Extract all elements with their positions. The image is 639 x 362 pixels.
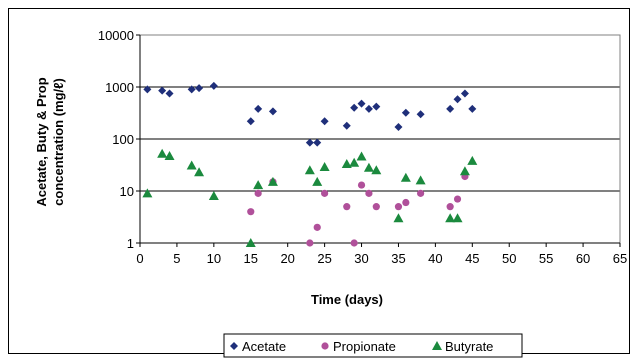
x-tick-label: 40 [428, 251, 442, 266]
propionate-point [321, 189, 329, 197]
acetate-point [460, 89, 469, 98]
propionate-point [402, 198, 410, 207]
butyrate-point [349, 157, 360, 167]
x-tick-label: 25 [317, 251, 331, 266]
butyrate-point [452, 213, 463, 223]
legend: Acetate Propionate Butyrate [223, 333, 523, 358]
y-tick-labels: 1 10 100 1000 10000 [98, 28, 134, 251]
butyrate-point [341, 159, 352, 169]
x-tick-label: 60 [576, 251, 590, 266]
gridlines [140, 34, 620, 244]
propionate-point [453, 195, 462, 203]
butyrate-point [208, 191, 219, 201]
butyrate-point [319, 161, 330, 171]
propionate-point [357, 181, 366, 189]
butyrate-point [445, 213, 456, 223]
data-points [142, 81, 478, 247]
acetate-point [446, 104, 455, 113]
acetate-point [187, 85, 196, 94]
x-tick-label: 20 [280, 251, 294, 266]
x-tick-label: 0 [136, 251, 143, 266]
acetate-point [394, 123, 403, 132]
y-tick-label: 1000 [105, 80, 134, 95]
propionate-point [254, 189, 262, 197]
acetate-point [313, 138, 322, 147]
y-axis-label-line-2: concentration (mg/ℓ) [51, 78, 66, 206]
y-tick-label: 100 [112, 132, 134, 147]
butyrate-point [304, 165, 315, 175]
y-tick-label: 10000 [98, 28, 134, 43]
acetate-point [305, 138, 314, 147]
legend-marker-propionate [321, 342, 329, 350]
acetate-point [320, 117, 329, 126]
acetate-point [401, 108, 410, 117]
butyrate-point [194, 167, 205, 177]
legend-label-propionate: Propionate [333, 339, 396, 354]
y-axis-label-line-1: Acetate, Buty & Prop [34, 77, 49, 206]
propionate-point [313, 223, 321, 231]
axes [136, 34, 621, 247]
acetate-point [372, 102, 381, 111]
x-tick-label: 35 [391, 251, 405, 266]
x-tick-label: 5 [173, 251, 180, 266]
propionate-point [372, 203, 380, 211]
x-tick-label: 50 [502, 251, 516, 266]
butyrate-point [164, 151, 175, 161]
legend-label-butyrate: Butyrate [445, 339, 493, 354]
legend-label-acetate: Acetate [242, 339, 286, 354]
acetate-point [246, 117, 255, 126]
acetate-point [254, 104, 263, 113]
acetate-point [165, 89, 174, 98]
propionate-point [417, 189, 425, 197]
x-tick-label: 55 [539, 251, 553, 266]
acetate-point [268, 107, 277, 116]
y-tick-label: 10 [120, 184, 134, 199]
butyrate-point [253, 180, 264, 190]
propionate-point [306, 239, 314, 247]
acetate-point [416, 110, 425, 119]
propionate-point [247, 208, 255, 216]
butyrate-point [400, 172, 411, 182]
acetate-point [468, 104, 477, 113]
x-tick-label: 30 [354, 251, 368, 266]
butyrate-point [312, 176, 323, 186]
butyrate-point [415, 175, 426, 185]
acetate-point [453, 95, 462, 104]
butyrate-point [267, 176, 278, 186]
x-tick-label: 15 [244, 251, 258, 266]
legend-box [223, 333, 523, 358]
x-tick-label: 65 [613, 251, 627, 266]
acetate-point [364, 104, 373, 113]
acetate-point [143, 85, 152, 94]
y-tick-label: 1 [127, 236, 134, 251]
acetate-point [195, 84, 204, 93]
propionate-point [350, 239, 358, 247]
butyrate-point [157, 148, 168, 158]
propionate-point [365, 189, 373, 197]
butyrate-point [393, 213, 404, 223]
acetate-point [350, 103, 359, 112]
x-axis-label: Time (days) [311, 292, 383, 307]
acetate-point [158, 86, 167, 95]
propionate-point [394, 203, 403, 211]
butyrate-point [142, 188, 153, 198]
x-tick-label: 45 [465, 251, 479, 266]
x-tick-labels: 0 5 10 15 20 25 30 35 40 45 50 55 60 65 [136, 251, 627, 266]
acetate-point [342, 121, 351, 130]
x-tick-label: 10 [207, 251, 221, 266]
acetate-point [209, 81, 218, 90]
acetate-point [357, 99, 366, 108]
butyrate-point [356, 151, 367, 161]
propionate-point [446, 203, 454, 211]
butyrate-point [363, 162, 374, 172]
butyrate-point [245, 238, 256, 247]
propionate-point [343, 203, 351, 211]
butyrate-point [459, 166, 470, 176]
butyrate-point [467, 155, 478, 165]
legend-marker-acetate [230, 342, 238, 350]
butyrate-point [371, 165, 382, 175]
legend-marker-butyrate [432, 341, 442, 350]
butyrate-point [186, 160, 197, 170]
